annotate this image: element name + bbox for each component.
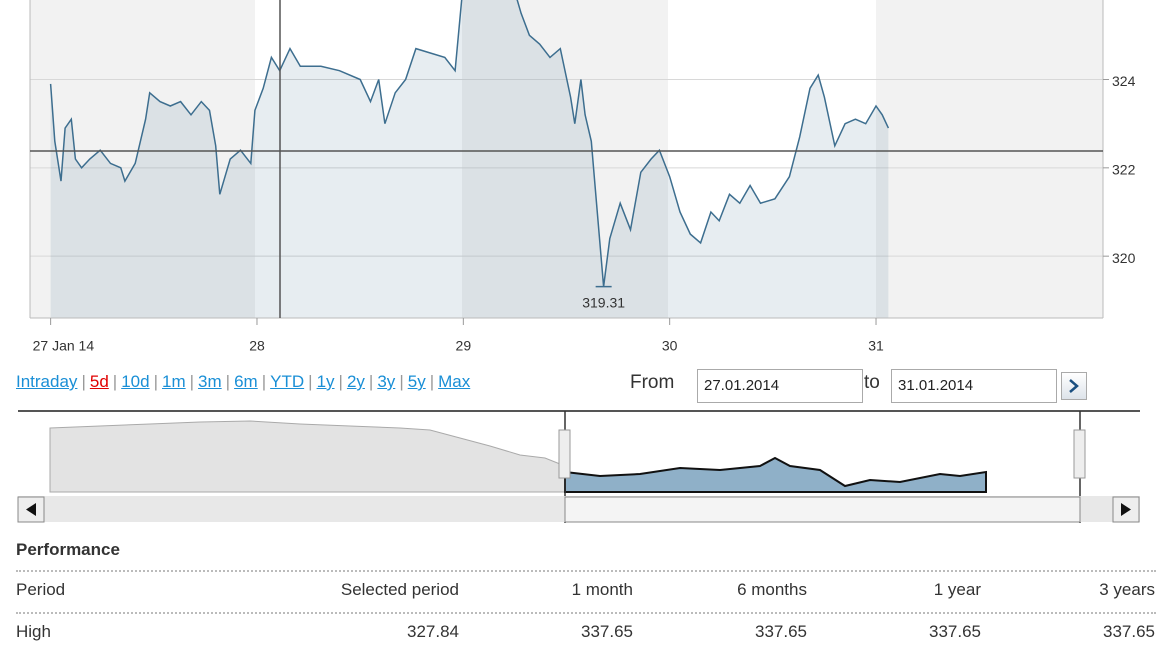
chart: 320 322 324 27 Jan 14 28 29 30 31 319.31	[17, 0, 1140, 523]
go-button[interactable]	[1061, 372, 1087, 400]
separator	[304, 372, 316, 391]
table-cell: 327.84	[407, 622, 459, 641]
performance-title: Performance	[16, 540, 120, 559]
day-band	[255, 0, 462, 318]
navigator-selection-line	[564, 456, 987, 493]
table-header: Selected period	[340, 580, 459, 599]
low-label: 319.31	[582, 294, 625, 310]
y-tick-label: 324	[1112, 73, 1136, 89]
table-cell: 337.65	[929, 622, 981, 641]
navigator-handle[interactable]	[1073, 429, 1086, 479]
range-link[interactable]: Max	[438, 372, 471, 391]
x-tick-label: 28	[249, 338, 265, 354]
separator	[258, 372, 270, 391]
range-link[interactable]: 6m	[234, 372, 258, 391]
separator	[109, 372, 121, 391]
range-link[interactable]: 10d	[121, 372, 150, 391]
plot-background	[30, 0, 1103, 318]
range-link[interactable]: YTD	[270, 372, 305, 391]
to-label: to	[864, 372, 880, 393]
separator	[150, 372, 162, 391]
range-link[interactable]: 3m	[198, 372, 222, 391]
scroll-left-arrow	[26, 503, 36, 516]
area	[50, 0, 889, 318]
separator	[365, 372, 377, 391]
separator	[186, 372, 198, 391]
separator	[77, 372, 89, 391]
x-tick-label: 27 Jan 14	[33, 338, 95, 354]
y-tick-label: 322	[1112, 162, 1136, 178]
axes: 320 322 324 27 Jan 14 28 29 30 31 319.31	[33, 73, 1136, 354]
navigator-handle[interactable]	[558, 429, 571, 479]
table-cell: High	[16, 622, 51, 641]
go-arrow	[1069, 379, 1079, 393]
plot	[49, 0, 890, 318]
separator	[335, 372, 347, 391]
table-cell: 337.65	[755, 622, 807, 641]
range-link[interactable]: 1m	[162, 372, 186, 391]
divider	[16, 612, 1156, 614]
x-tick-label: 30	[662, 338, 678, 354]
to-input[interactable]: 31.01.2014	[891, 369, 1057, 403]
range-link[interactable]: 1y	[316, 372, 335, 391]
range-link[interactable]: 5y	[407, 372, 426, 391]
table-cell: 337.65	[581, 622, 633, 641]
range-links: Intraday 5d 10d 1m 3m 6m YTD 1y 2y 3y 5y Max	[16, 372, 470, 392]
range-link[interactable]: Intraday	[16, 372, 78, 391]
range-link[interactable]: 2y	[346, 372, 365, 391]
table-header: 1 year	[933, 580, 981, 599]
separator	[395, 372, 407, 391]
price-line	[49, 0, 890, 287]
table-header: Period	[16, 580, 66, 599]
separator	[222, 372, 234, 391]
range-link[interactable]: 3y	[377, 372, 396, 391]
divider	[16, 570, 1156, 572]
from-input[interactable]: 27.01.2014	[697, 369, 863, 403]
go-icon	[1069, 379, 1079, 393]
navigator-history	[49, 420, 566, 493]
separator	[426, 372, 438, 391]
x-tick-label: 29	[456, 338, 472, 354]
table-header: 6 months	[737, 580, 807, 599]
table-header: 1 month	[571, 580, 633, 599]
scrollbar-thumb[interactable]	[564, 496, 1081, 523]
table-header: 3 years	[1099, 580, 1155, 599]
from-label: From	[630, 372, 675, 393]
scroll-right-arrow	[1121, 503, 1131, 516]
y-tick-label: 320	[1112, 250, 1136, 266]
navigator	[17, 410, 1140, 523]
day-band	[668, 0, 876, 318]
range-link[interactable]: 5d	[89, 372, 109, 391]
x-tick-label: 31	[868, 338, 884, 354]
table-cell: 337.65	[1103, 622, 1155, 641]
